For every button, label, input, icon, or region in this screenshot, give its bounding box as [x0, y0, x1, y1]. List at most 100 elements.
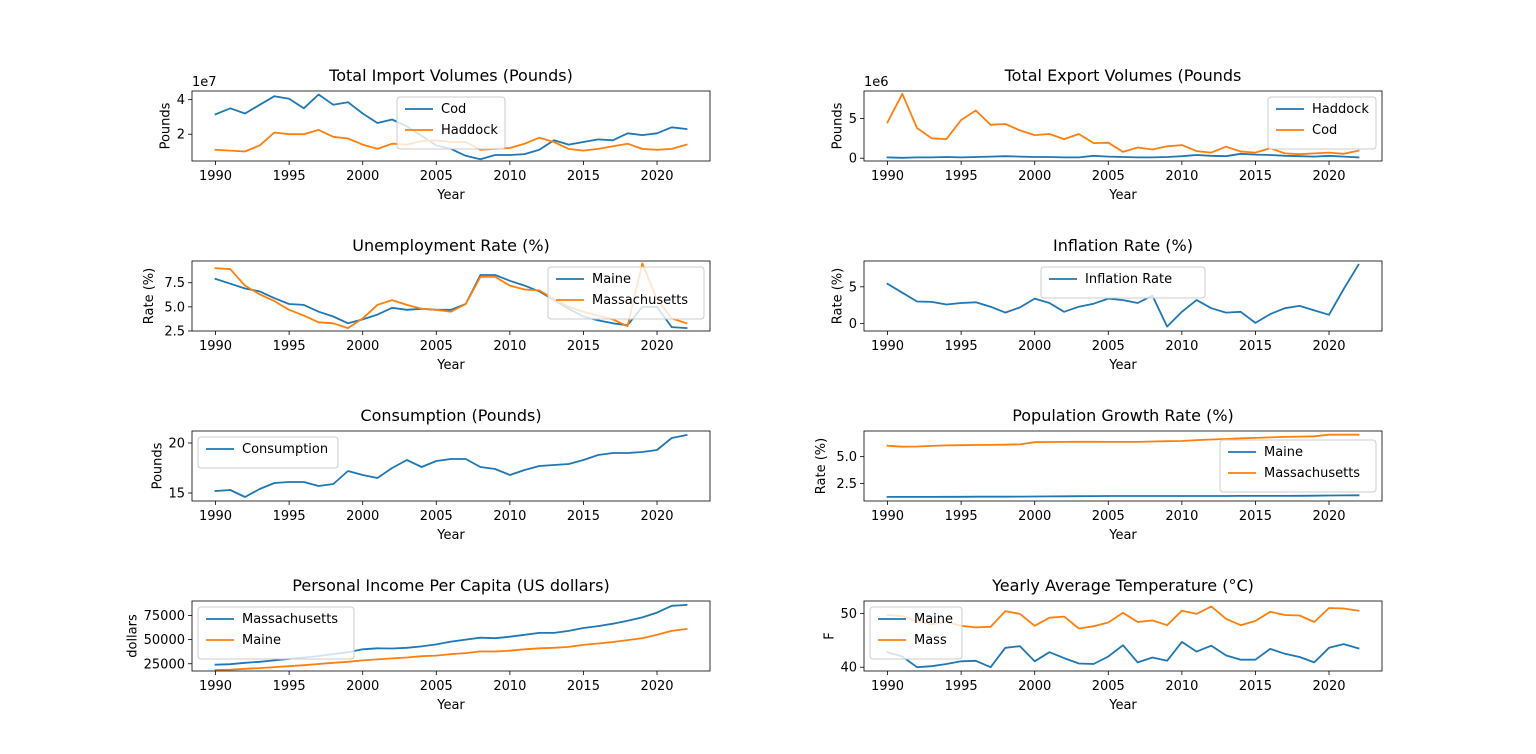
- x-tick-label: 2010: [493, 509, 526, 524]
- axes-frame: [863, 90, 1383, 162]
- x-tick-label: 1990: [199, 509, 232, 524]
- y-axis-label: Pounds: [831, 102, 846, 149]
- chart-title: Inflation Rate (%): [1053, 236, 1193, 255]
- y-tick-label: 5.0: [164, 300, 185, 315]
- x-tick-label: 2010: [493, 169, 526, 184]
- series-line-cod: [886, 92, 1360, 156]
- x-tick-label: 2000: [1018, 509, 1051, 524]
- x-tick-label: 2000: [346, 339, 379, 354]
- x-axis-label: Year: [436, 188, 465, 203]
- x-tick-label: 2005: [420, 679, 453, 694]
- legend: Consumption: [197, 436, 339, 469]
- y-tick-label: 2.5: [164, 325, 185, 340]
- y-tick-label: 5: [849, 280, 857, 295]
- series-group: [886, 433, 1360, 498]
- x-tick-label: 2010: [1165, 169, 1198, 184]
- chart-title: Yearly Average Temperature (°C): [991, 576, 1254, 595]
- series-line-maine: [886, 641, 1360, 669]
- x-tick-label: 2005: [1092, 339, 1125, 354]
- legend-label-inflation-rate: Inflation Rate: [1085, 272, 1172, 287]
- x-tick-label: 2010: [1165, 509, 1198, 524]
- x-tick-label: 1995: [273, 339, 306, 354]
- x-tick-label: 1990: [871, 679, 904, 694]
- y-tick-label: 4: [177, 93, 185, 108]
- axes-frame: [191, 260, 711, 332]
- y-tick-label: 0: [849, 152, 857, 167]
- series-line-haddock: [886, 152, 1360, 159]
- legend-label-cod: Cod: [1312, 123, 1337, 138]
- x-tick-label: 2020: [640, 169, 673, 184]
- y-axis-label: F: [822, 632, 837, 639]
- legend-label-mass: Mass: [914, 633, 947, 648]
- x-tick-label: 2015: [1239, 509, 1272, 524]
- x-tick-label: 2015: [567, 679, 600, 694]
- chart-unemployment-rate: Unemployment Rate (%) 1990 1995 2000 2005 201…: [142, 236, 711, 373]
- y-axis-label: Rate (%): [831, 268, 846, 324]
- legend: Inflation Rate: [1040, 266, 1206, 299]
- x-axis-label: Year: [1108, 358, 1137, 373]
- x-tick-label: 1990: [199, 169, 232, 184]
- series-group: [214, 433, 688, 498]
- x-tick-label: 2010: [1165, 679, 1198, 694]
- chart-total-export-volumes-pounds: Total Export Volumes (Pounds 1990 1995 2000…: [831, 66, 1383, 203]
- series-group: [886, 605, 1360, 669]
- x-tick-label: 2005: [1092, 169, 1125, 184]
- x-tick-label: 2020: [1312, 509, 1345, 524]
- legend-label-maine: Maine: [914, 612, 953, 627]
- legend-box: [197, 606, 355, 660]
- chart-total-import-volumes-pounds: Total Import Volumes (Pounds) 1990 1995 200…: [159, 66, 711, 203]
- legend-box: [197, 436, 339, 469]
- legend: Maine Mass: [869, 606, 963, 660]
- series-line-consumption: [214, 433, 688, 498]
- legend-box: [547, 266, 705, 320]
- x-tick-label: 1995: [273, 509, 306, 524]
- legend-label-haddock: Haddock: [1312, 102, 1369, 117]
- x-tick-label: 2020: [1312, 169, 1345, 184]
- y-tick-label: 40: [840, 661, 857, 676]
- x-tick-label: 1995: [945, 339, 978, 354]
- chart-inflation-rate: Inflation Rate (%) 1990 1995 2000 2005 2010 20…: [831, 236, 1383, 373]
- x-tick-label: 2000: [346, 169, 379, 184]
- x-tick-label: 1990: [871, 339, 904, 354]
- legend-label-massachusetts: Massachusetts: [592, 293, 688, 308]
- legend: Maine Massachusetts: [547, 266, 705, 320]
- series-group: [886, 92, 1360, 159]
- axes-frame: [191, 430, 711, 502]
- y-tick-label: 50: [840, 607, 857, 622]
- chart-title: Total Export Volumes (Pounds: [1004, 66, 1242, 85]
- x-tick-label: 1990: [871, 169, 904, 184]
- x-tick-label: 2015: [567, 339, 600, 354]
- legend-label-maine: Maine: [592, 272, 631, 287]
- x-tick-label: 2015: [567, 169, 600, 184]
- x-tick-label: 2015: [1239, 169, 1272, 184]
- x-tick-label: 2000: [1018, 169, 1051, 184]
- y-axis-label: Rate (%): [814, 438, 829, 494]
- x-axis-label: Year: [436, 358, 465, 373]
- x-tick-label: 2020: [1312, 339, 1345, 354]
- x-tick-label: 2005: [420, 339, 453, 354]
- legend-label-cod: Cod: [441, 102, 466, 117]
- x-tick-label: 1995: [273, 169, 306, 184]
- y-axis-label: Pounds: [150, 442, 165, 489]
- x-axis-label: Year: [436, 698, 465, 713]
- x-tick-label: 2005: [420, 509, 453, 524]
- x-tick-label: 2020: [640, 509, 673, 524]
- y-axis-label: dollars: [126, 614, 141, 658]
- chart-title: Population Growth Rate (%): [1012, 406, 1234, 425]
- legend-box: [396, 96, 506, 150]
- legend-label-maine: Maine: [1264, 445, 1303, 460]
- series-line-maine: [214, 627, 688, 671]
- chart-population-growth-rate: Population Growth Rate (%) 1990 1995 2000 20…: [814, 406, 1383, 543]
- y-tick-label: 50000: [144, 633, 185, 648]
- x-axis-label: Year: [436, 528, 465, 543]
- x-axis-label: Year: [1108, 528, 1137, 543]
- y-axis-label: Rate (%): [142, 268, 157, 324]
- y-tick-label: 75000: [144, 609, 185, 624]
- legend-label-haddock: Haddock: [441, 123, 498, 138]
- x-tick-label: 2000: [1018, 339, 1051, 354]
- x-tick-label: 2005: [1092, 679, 1125, 694]
- y-tick-label: 7.5: [164, 276, 185, 291]
- chart-title: Consumption (Pounds): [360, 406, 541, 425]
- x-tick-label: 2015: [1239, 339, 1272, 354]
- series-line-massachusetts: [886, 433, 1360, 448]
